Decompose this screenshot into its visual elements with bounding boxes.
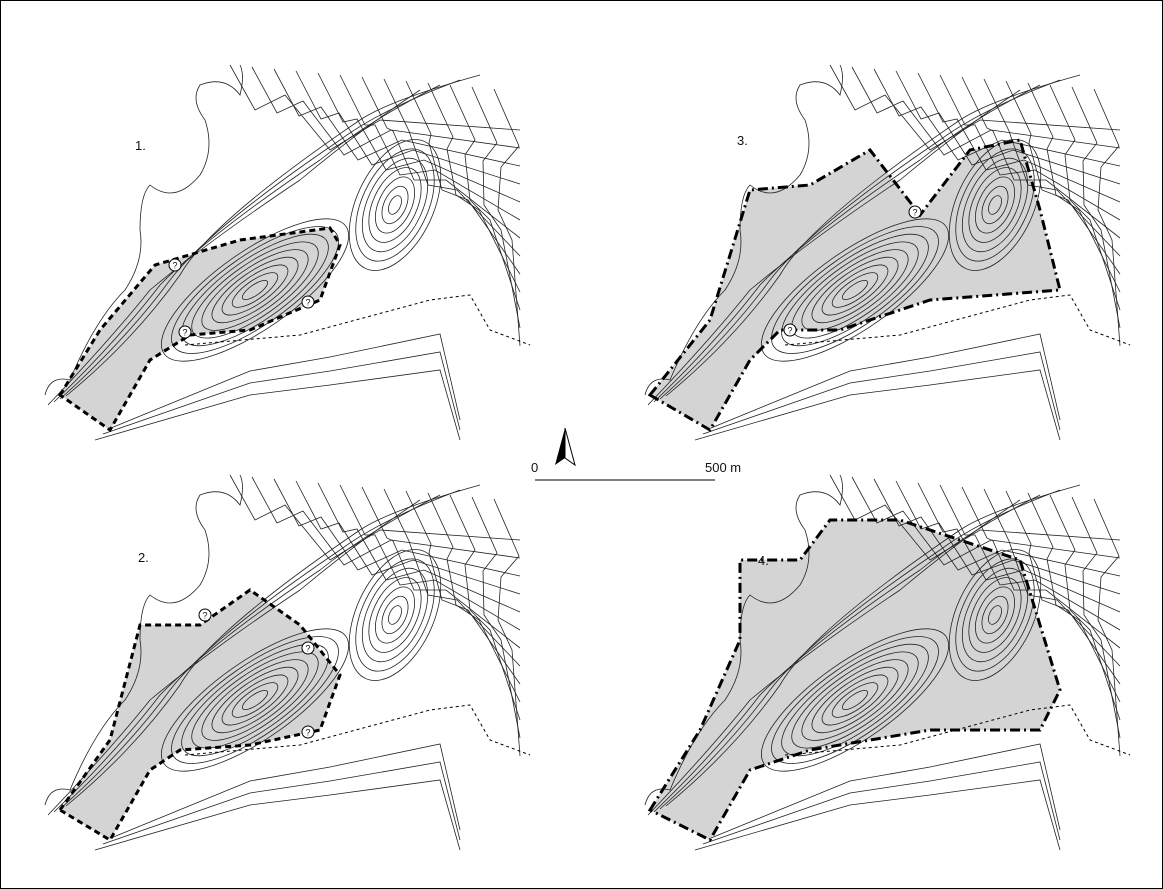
panel-label: 1.	[135, 138, 146, 153]
marker-label: ?	[202, 611, 207, 621]
marker-label: ?	[305, 644, 310, 654]
marker-label: ?	[912, 208, 917, 218]
panel-label: 4.	[758, 553, 769, 568]
scale-start: 0	[531, 460, 538, 475]
marker-label: ?	[305, 728, 310, 738]
figure: 0 500 m 1.??? 2.??? 3.?? 4.	[0, 0, 1163, 889]
marker-label: ?	[182, 328, 187, 338]
marker-label: ?	[172, 261, 177, 271]
marker-label: ?	[305, 298, 310, 308]
panel-label: 3.	[737, 133, 748, 148]
panel-label: 2.	[138, 550, 149, 565]
frame	[1, 1, 1163, 889]
marker-label: ?	[787, 326, 792, 336]
scale-end: 500 m	[705, 460, 741, 475]
